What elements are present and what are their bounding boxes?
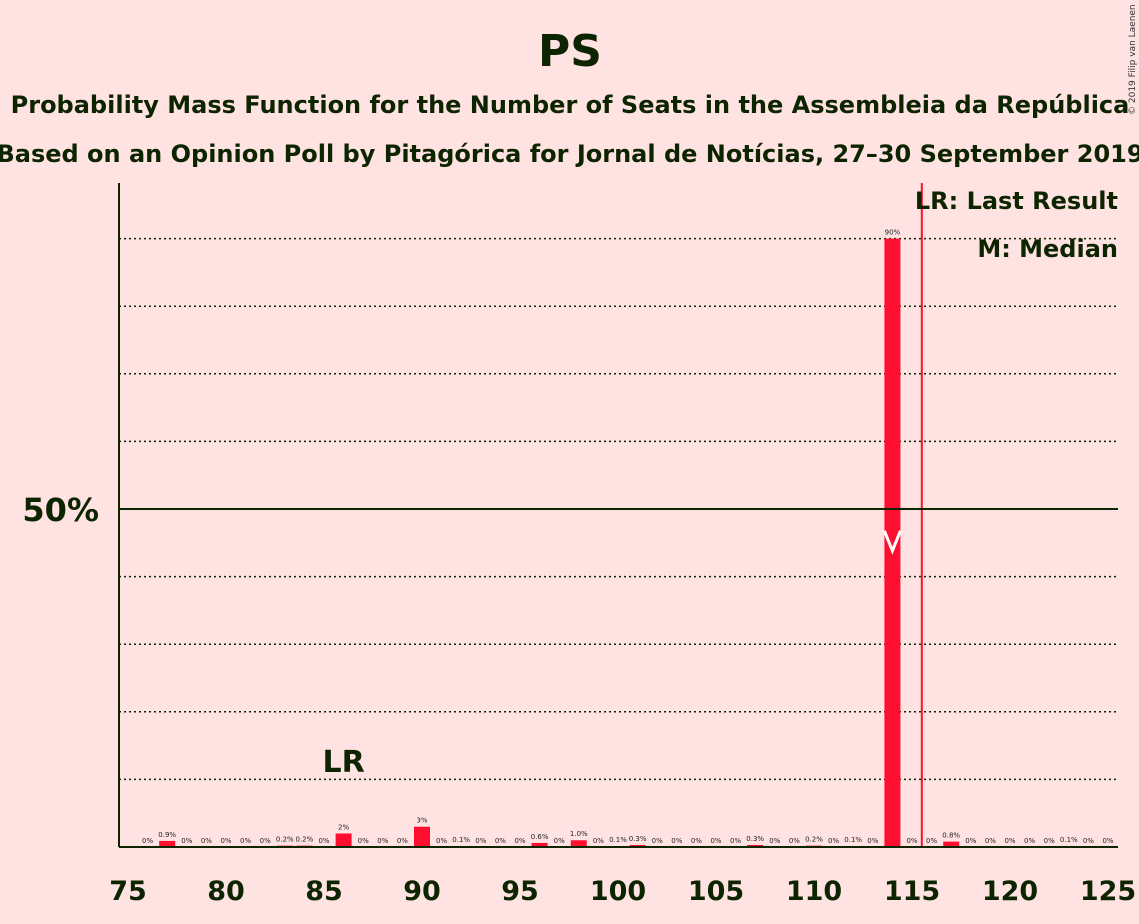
data-label-seat-86: 2% bbox=[338, 823, 349, 831]
data-label-seat-114: 90% bbox=[885, 229, 901, 237]
data-label-seat-120: 0% bbox=[1004, 837, 1015, 845]
data-label-seat-96: 0.6% bbox=[531, 833, 549, 841]
data-label-seat-112: 0.1% bbox=[844, 836, 862, 844]
x-tick-90: 90 bbox=[403, 876, 441, 907]
data-label-seat-108: 0% bbox=[769, 837, 780, 845]
data-label-seat-102: 0% bbox=[652, 837, 663, 845]
gridlines bbox=[119, 237, 1118, 781]
median-marker bbox=[883, 530, 902, 555]
last-result-label: LR bbox=[322, 745, 364, 780]
data-label-seat-82: 0% bbox=[260, 837, 271, 845]
x-tick-75: 75 bbox=[109, 876, 147, 907]
data-label-seat-92: 0.1% bbox=[452, 836, 470, 844]
x-tick-80: 80 bbox=[207, 876, 245, 907]
data-label-seat-125: 0% bbox=[1102, 837, 1113, 845]
data-label-seat-81: 0% bbox=[240, 837, 251, 845]
data-label-seat-118: 0% bbox=[965, 837, 976, 845]
data-label-seat-110: 0.2% bbox=[805, 836, 823, 844]
data-label-seat-76: 0% bbox=[142, 837, 153, 845]
data-label-seat-113: 0% bbox=[867, 837, 878, 845]
data-label-seat-101: 0.3% bbox=[629, 835, 647, 843]
data-label-seat-84: 0.2% bbox=[296, 836, 314, 844]
x-tick-125: 125 bbox=[1080, 876, 1136, 907]
data-labels: 0%0.9%0% 0% 0% 0% 0% 0.2% 0.2% 0%2%0% 0% 0%3%0% 0.… bbox=[142, 229, 1114, 845]
x-tick-115: 115 bbox=[884, 876, 940, 907]
copyright-text: © 2019 Filip van Laenen bbox=[1128, 4, 1138, 115]
data-label-seat-109: 0% bbox=[789, 837, 800, 845]
data-label-seat-100: 0.1% bbox=[609, 836, 627, 844]
chart-subtitle-1: Probability Mass Function for the Number… bbox=[11, 91, 1130, 119]
chart-title: PS bbox=[538, 26, 602, 77]
data-label-seat-94: 0% bbox=[495, 837, 506, 845]
x-tick-labels: 75 80 85 90 95 100 105 110 115 120 125 bbox=[109, 876, 1136, 907]
data-label-seat-117: 0.8% bbox=[942, 832, 960, 840]
bar-seat-107 bbox=[747, 844, 764, 847]
data-label-seat-111: 0% bbox=[828, 837, 839, 845]
x-tick-105: 105 bbox=[688, 876, 744, 907]
bars bbox=[159, 238, 1077, 848]
x-tick-110: 110 bbox=[786, 876, 842, 907]
data-label-seat-90: 3% bbox=[416, 817, 427, 825]
bar-seat-96 bbox=[531, 842, 548, 847]
y-label-50: 50% bbox=[22, 491, 99, 529]
bar-seat-77 bbox=[159, 840, 176, 847]
data-label-seat-78: 0% bbox=[181, 837, 192, 845]
chart-subtitle-2: Based on an Opinion Poll by Pitagórica f… bbox=[0, 140, 1139, 168]
data-label-seat-123: 0.1% bbox=[1060, 836, 1078, 844]
data-label-seat-95: 0% bbox=[514, 837, 525, 845]
data-label-seat-99: 0% bbox=[593, 837, 604, 845]
data-label-seat-105: 0% bbox=[710, 837, 721, 845]
legend-median: M: Median bbox=[977, 235, 1118, 263]
bar-seat-101 bbox=[629, 844, 646, 847]
bar-seat-117 bbox=[943, 841, 960, 847]
data-label-seat-83: 0.2% bbox=[276, 836, 294, 844]
bar-seat-90 bbox=[414, 826, 430, 847]
data-label-seat-119: 0% bbox=[985, 837, 996, 845]
data-label-seat-91: 0% bbox=[436, 837, 447, 845]
x-tick-95: 95 bbox=[501, 876, 539, 907]
bar-seat-86 bbox=[335, 833, 352, 847]
data-label-seat-122: 0% bbox=[1044, 837, 1055, 845]
x-tick-85: 85 bbox=[305, 876, 343, 907]
data-label-seat-121: 0% bbox=[1024, 837, 1035, 845]
data-label-seat-104: 0% bbox=[691, 837, 702, 845]
data-label-seat-98: 1.0% bbox=[570, 830, 588, 838]
data-label-seat-106: 0% bbox=[730, 837, 741, 845]
data-label-seat-89: 0% bbox=[397, 837, 408, 845]
x-tick-100: 100 bbox=[590, 876, 646, 907]
data-label-seat-80: 0% bbox=[220, 837, 231, 845]
data-label-seat-88: 0% bbox=[377, 837, 388, 845]
data-label-seat-93: 0% bbox=[475, 837, 486, 845]
data-label-seat-85: 0% bbox=[318, 837, 329, 845]
data-label-seat-87: 0% bbox=[358, 837, 369, 845]
data-label-seat-115: 0% bbox=[906, 837, 917, 845]
data-label-seat-77: 0.9% bbox=[158, 831, 176, 839]
data-label-seat-107: 0.3% bbox=[746, 835, 764, 843]
x-tick-120: 120 bbox=[982, 876, 1038, 907]
data-label-seat-124: 0% bbox=[1083, 837, 1094, 845]
data-label-seat-79: 0% bbox=[201, 837, 212, 845]
data-label-seat-103: 0% bbox=[671, 837, 682, 845]
bar-seat-114 bbox=[884, 238, 901, 848]
data-label-seat-116: 0% bbox=[926, 837, 937, 845]
legend-last-result: LR: Last Result bbox=[915, 187, 1118, 215]
bar-seat-98 bbox=[570, 840, 587, 847]
data-label-seat-97: 0% bbox=[554, 837, 565, 845]
